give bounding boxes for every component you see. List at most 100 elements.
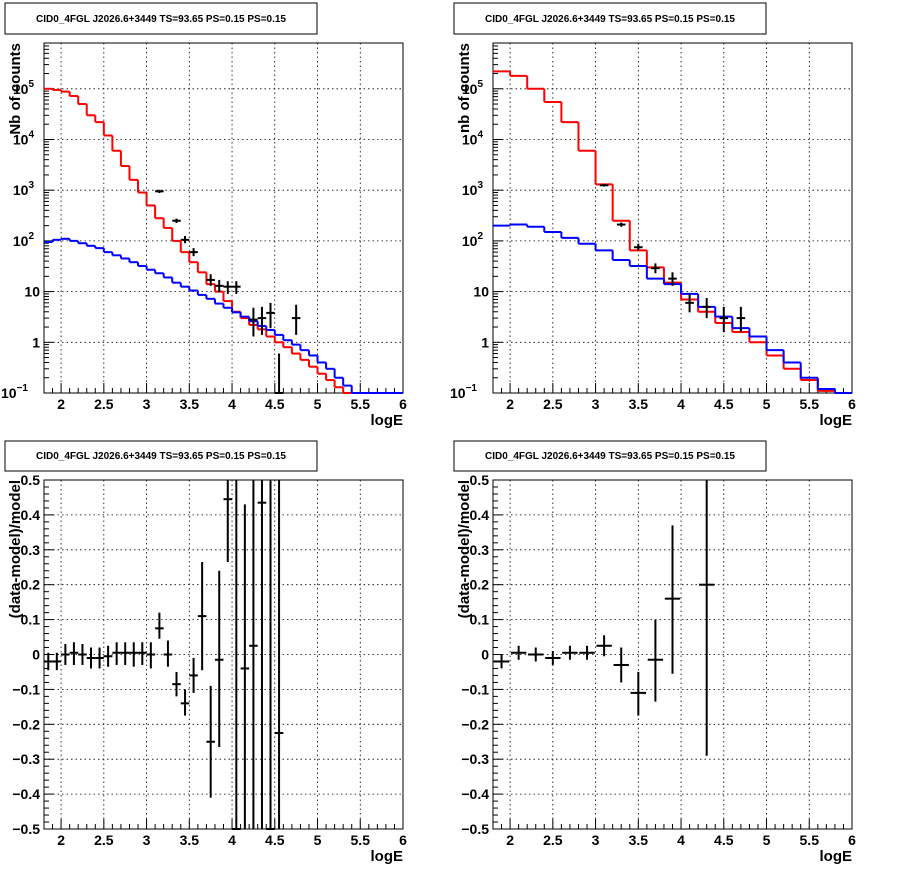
step-series	[44, 87, 403, 394]
x-tick-label: 5.5	[351, 396, 371, 412]
x-axis-label: logE	[820, 848, 853, 865]
x-tick-label: 2	[506, 832, 514, 848]
y-tick-label: −0.3	[461, 751, 489, 767]
panel-title: CID0_4FGL J2026.6+3449 TS=93.65 PS=0.15 …	[485, 451, 735, 462]
panel-title-box: CID0_4FGL J2026.6+3449 TS=93.65 PS=0.15 …	[4, 2, 318, 35]
y-tick-label: 0.5	[470, 472, 490, 488]
x-tick-label: 2.5	[94, 832, 114, 848]
x-tick-label: 3.5	[180, 832, 200, 848]
y-tick-label: −0.2	[12, 716, 40, 732]
x-tick-label: 5.5	[800, 832, 820, 848]
axis-ticks	[492, 42, 853, 394]
y-tick-label: −0.5	[12, 821, 40, 837]
x-tick-label: 6	[399, 396, 407, 412]
y-tick-label: 0.5	[21, 472, 41, 488]
y-tick-label: 102	[13, 231, 35, 249]
x-tick-label: 2	[57, 396, 65, 412]
step-series	[493, 223, 852, 394]
x-tick-label: 4	[228, 832, 236, 848]
panel-bottom-left-residuals: CID0_4FGL J2026.6+3449 TS=93.65 PS=0.15 …	[4, 440, 407, 865]
y-axis-label: nb of counts	[456, 43, 473, 133]
x-tick-label: 2	[57, 832, 65, 848]
axis-ticks	[43, 42, 404, 394]
y-tick-label: 10−1	[1, 383, 28, 401]
y-tick-label: −0.2	[461, 716, 489, 732]
x-tick-label: 4.5	[714, 396, 734, 412]
x-axis-label: logE	[371, 848, 404, 865]
y-tick-label: 0.4	[21, 507, 41, 523]
x-axis-label: logE	[820, 412, 853, 429]
x-tick-label: 3	[143, 832, 151, 848]
y-tick-label: −0.4	[12, 786, 40, 802]
y-tick-label: 0.2	[470, 577, 490, 593]
data-points	[493, 480, 715, 756]
data-points	[599, 184, 746, 332]
y-tick-label: 10	[24, 284, 40, 300]
y-tick-label: 0.1	[470, 612, 490, 628]
y-tick-label: 0.1	[21, 612, 41, 628]
x-tick-label: 6	[848, 396, 856, 412]
panel-title-box: CID0_4FGL J2026.6+3449 TS=93.65 PS=0.15 …	[453, 2, 767, 35]
x-tick-label: 4	[677, 832, 685, 848]
plot-frame	[43, 479, 404, 830]
x-tick-label: 6	[848, 832, 856, 848]
y-axis-label: (data-model)/model	[7, 480, 24, 618]
panel-title: CID0_4FGL J2026.6+3449 TS=93.65 PS=0.15 …	[36, 14, 286, 25]
y-tick-label: 104	[13, 129, 35, 147]
x-tick-label: 3	[592, 832, 600, 848]
y-tick-label: 10−1	[450, 383, 477, 401]
panel-title-box: CID0_4FGL J2026.6+3449 TS=93.65 PS=0.15 …	[4, 440, 318, 472]
x-tick-label: 3	[592, 396, 600, 412]
x-tick-label: 4.5	[265, 832, 285, 848]
panel-title: CID0_4FGL J2026.6+3449 TS=93.65 PS=0.15 …	[485, 14, 735, 25]
x-tick-label: 5	[763, 832, 771, 848]
y-tick-label: 104	[462, 129, 484, 147]
y-tick-label: 0.3	[470, 542, 490, 558]
grid-lines	[493, 43, 853, 394]
y-tick-label: −0.5	[461, 821, 489, 837]
y-tick-label: −0.3	[12, 751, 40, 767]
y-tick-label: 1	[32, 334, 40, 350]
grid-lines	[44, 43, 404, 394]
y-tick-label: −0.4	[461, 786, 489, 802]
y-tick-label: 103	[462, 180, 484, 198]
y-tick-label: 102	[462, 231, 484, 249]
y-tick-label: −0.1	[461, 681, 489, 697]
panel-top-left-counts: CID0_4FGL J2026.6+3449 TS=93.65 PS=0.15 …	[1, 2, 407, 429]
y-axis-label: Nb of counts	[7, 43, 24, 135]
y-tick-label: 0.3	[21, 542, 41, 558]
panel-title-box: CID0_4FGL J2026.6+3449 TS=93.65 PS=0.15 …	[453, 440, 767, 472]
x-tick-label: 2.5	[543, 832, 563, 848]
x-axis-label: logE	[371, 412, 404, 429]
plot-frame	[492, 42, 853, 394]
x-tick-label: 2.5	[543, 396, 563, 412]
x-tick-label: 3.5	[629, 832, 649, 848]
x-tick-label: 5.5	[351, 832, 371, 848]
x-tick-label: 3.5	[180, 396, 200, 412]
x-tick-label: 3	[143, 396, 151, 412]
axis-ticks	[492, 479, 853, 830]
x-tick-label: 4	[677, 396, 685, 412]
y-tick-label: 0	[481, 647, 489, 663]
y-tick-label: 103	[13, 180, 35, 198]
x-tick-label: 4.5	[714, 832, 734, 848]
y-tick-label: 0	[32, 647, 40, 663]
x-tick-label: 6	[399, 832, 407, 848]
y-tick-label: 1	[481, 334, 489, 350]
panel-top-right-counts: CID0_4FGL J2026.6+3449 TS=93.65 PS=0.15 …	[450, 2, 856, 429]
x-tick-label: 2.5	[94, 396, 114, 412]
y-tick-label: 105	[462, 79, 484, 97]
y-tick-label: 0.2	[21, 577, 41, 593]
y-axis-label: (data-model)/model	[456, 480, 473, 618]
x-tick-label: 4	[228, 396, 236, 412]
data-points	[155, 189, 301, 394]
panel-title: CID0_4FGL J2026.6+3449 TS=93.65 PS=0.15 …	[36, 451, 286, 462]
y-tick-label: −0.1	[12, 681, 40, 697]
x-tick-label: 5	[314, 832, 322, 848]
y-tick-label: 105	[13, 79, 35, 97]
plot-frame	[43, 42, 404, 394]
x-tick-label: 3.5	[629, 396, 649, 412]
x-tick-label: 5	[763, 396, 771, 412]
data-points	[44, 480, 284, 830]
